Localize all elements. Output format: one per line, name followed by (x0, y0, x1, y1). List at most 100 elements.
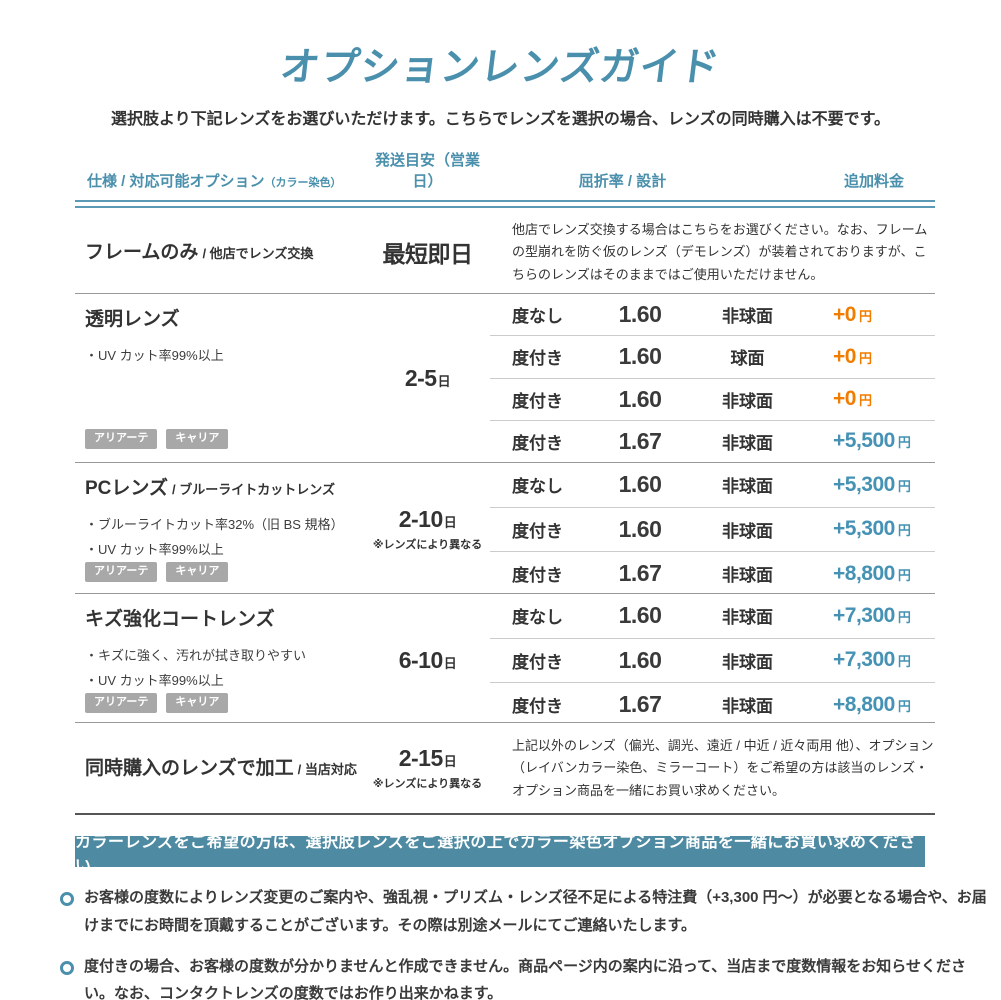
price-value: +0 (833, 302, 856, 326)
lens-option-row: 度付き 1.60 非球面 +5,300 円 (490, 506, 935, 552)
prescription-type: 度付き (512, 433, 563, 453)
lens-name-line: キズ強化コートレンズ (85, 609, 365, 632)
lens-design: 非球面 (722, 608, 773, 628)
refractive-index: 1.60 (618, 515, 662, 542)
shipping-value: 2-5日 (404, 364, 451, 392)
refractive-index: 1.67 (618, 427, 662, 454)
header-spec-note: （カラー染色） (264, 177, 342, 189)
spec-cell: キズ強化コートレンズ ・キズに強く、汚れが拭き取りやすい ・UV カット率99%… (75, 594, 365, 726)
lens-option-row: 度付き 1.60 非球面 +7,300 円 (490, 637, 935, 683)
price-value: +7,300 (833, 648, 895, 672)
additional-price: +7,300 円 (800, 648, 935, 672)
prescription-type: 度付き (512, 349, 563, 369)
color-option-tag: アリアーテ (85, 429, 158, 449)
shipping-days: 2-5 (404, 364, 437, 391)
shipping-value: 最短即日 (382, 241, 474, 268)
row-frame-only: フレームのみ / 他店でレンズ交換 最短即日 他店でレンズ交換する場合はこちらをお… (75, 208, 935, 294)
refractive-index: 1.60 (618, 301, 662, 328)
lens-option-rows: 度なし 1.60 非球面 +7,300 円 度付き 1.60 非球面 +7,300… (490, 594, 935, 726)
additional-price: +5,300 円 (800, 517, 935, 541)
lens-design: 非球面 (722, 391, 773, 411)
additional-price: +0 円 (800, 345, 935, 369)
prescription-type: 度なし (512, 477, 563, 497)
lens-design: 非球面 (722, 433, 773, 453)
row-pc-lens: PCレンズ / ブルーライトカットレンズ ・ブルーライトカット率32%（旧 BS … (75, 463, 935, 594)
lens-features: ・ブルーライトカット率32%（旧 BS 規格） ・UV カット率99%以上 (85, 512, 365, 563)
price-value: +8,800 (833, 692, 895, 716)
refractive-index: 1.67 (618, 691, 662, 718)
refractive-index: 1.67 (618, 560, 662, 587)
lens-option-row: 度なし 1.60 非球面 +7,300 円 (490, 594, 935, 638)
color-option-tags: アリアーテ キャリア (85, 429, 365, 449)
spec-cell: フレームのみ / 他店でレンズ交換 (75, 208, 365, 296)
price-unit: 円 (897, 654, 911, 670)
lens-feature: ・キズに強く、汚れが拭き取りやすい (85, 647, 307, 663)
shipping-estimate: 2-5日 (365, 294, 490, 462)
price-value: +0 (833, 344, 856, 368)
price-unit: 円 (858, 308, 872, 324)
price-value: +5,500 (833, 429, 895, 453)
lens-name: 同時購入のレンズで加工 (85, 757, 294, 779)
lens-name: 透明レンズ (85, 309, 180, 330)
lens-name-suffix: / ブルーライトカットレンズ (172, 482, 335, 497)
lens-name-line: 透明レンズ (85, 309, 365, 332)
price-unit: 円 (897, 698, 911, 714)
prescription-type: 度付き (512, 652, 563, 672)
additional-price: +8,800 円 (800, 693, 935, 717)
lens-name-suffix: / 他店でレンズ交換 (202, 245, 314, 261)
price-unit: 円 (858, 393, 872, 409)
lens-option-row: 度付き 1.67 非球面 +8,800 円 (490, 682, 935, 727)
price-value: +8,800 (833, 561, 895, 585)
additional-price: +5,500 円 (800, 429, 935, 453)
header-price: 追加料金 (843, 173, 904, 190)
lens-design: 非球面 (722, 697, 773, 717)
prescription-type: 度なし (512, 608, 563, 628)
shipping-estimate: 2-10日 ※レンズにより異なる (365, 463, 490, 595)
lens-name: フレームのみ (85, 241, 199, 263)
page-title: オプションレンズガイド (277, 46, 723, 89)
circle-bullet-icon (60, 960, 74, 975)
header-divider (75, 200, 935, 208)
color-lens-banner: カラーレンズをご希望の方は、選択肢レンズをご選択の上でカラー染色オプション商品を… (75, 834, 925, 875)
additional-price: +0 円 (800, 387, 935, 411)
refractive-index: 1.60 (618, 343, 662, 370)
lens-option-row: 度付き 1.60 非球面 +0 円 (490, 377, 935, 420)
lens-design: 非球面 (722, 566, 773, 586)
lens-feature: ・UV カット率99%以上 (85, 347, 224, 363)
color-option-tags: アリアーテ キャリア (85, 693, 365, 714)
price-unit: 円 (897, 567, 911, 583)
header-spec: 仕様 / 対応可能オプション（カラー染色） (75, 170, 365, 191)
shipping-unit: 日 (443, 515, 457, 531)
shipping-estimate: 2-15日 ※レンズにより異なる (365, 723, 490, 813)
row-scratch-coat-lens: キズ強化コートレンズ ・キズに強く、汚れが拭き取りやすい ・UV カット率99%… (75, 594, 935, 723)
prescription-type: 度なし (512, 307, 563, 327)
color-option-tag: アリアーテ (85, 693, 158, 714)
price-unit: 円 (858, 350, 872, 366)
footer-notes: お客様の度数によりレンズ変更のご案内や、強乱視・プリズム・レンズ径不足による特注… (60, 884, 987, 1000)
header-refraction: 屈折率 / 設計 (578, 173, 667, 190)
shipping-value: 2-15日 (399, 745, 457, 772)
shipping-note: ※レンズにより異なる (372, 539, 483, 552)
lens-design: 非球面 (722, 521, 773, 541)
price-unit: 円 (897, 478, 911, 494)
spec-cell: PCレンズ / ブルーライトカットレンズ ・ブルーライトカット率32%（旧 BS … (75, 463, 365, 595)
circle-bullet-icon (60, 892, 74, 906)
lens-name-line: 同時購入のレンズで加工 / 当店対応 (85, 758, 365, 781)
price-value: +7,300 (833, 603, 895, 627)
lens-name: PCレンズ (85, 478, 169, 499)
prescription-type: 度付き (512, 521, 563, 541)
lens-option-row: 度なし 1.60 非球面 +5,300 円 (490, 463, 935, 507)
color-option-tag: アリアーテ (85, 562, 158, 583)
row-description: 他店でレンズ交換する場合はこちらをお選びください。なお、フレームの型崩れを防ぐ仮… (512, 222, 928, 282)
lens-design: 非球面 (722, 307, 773, 327)
color-option-tag: キャリア (166, 562, 229, 583)
lens-option-row: 度付き 1.67 非球面 +5,500 円 (490, 419, 935, 462)
shipping-note: ※レンズにより異なる (372, 778, 483, 790)
note-item: お客様の度数によりレンズ変更のご案内や、強乱視・プリズム・レンズ径不足による特注… (60, 884, 987, 940)
lens-design: 非球面 (722, 652, 773, 672)
lens-guide-table: 仕様 / 対応可能オプション（カラー染色） 発送目安（営業日） 屈折率 / 設計… (75, 149, 935, 815)
row-copurchase-lens: 同時購入のレンズで加工 / 当店対応 2-15日 ※レンズにより異なる 上記以外の… (75, 723, 935, 815)
shipping-estimate: 6-10日 (365, 594, 490, 726)
header-spec-label: 仕様 / 対応可能オプション (87, 173, 265, 190)
shipping-value: 2-10日 (399, 506, 457, 533)
